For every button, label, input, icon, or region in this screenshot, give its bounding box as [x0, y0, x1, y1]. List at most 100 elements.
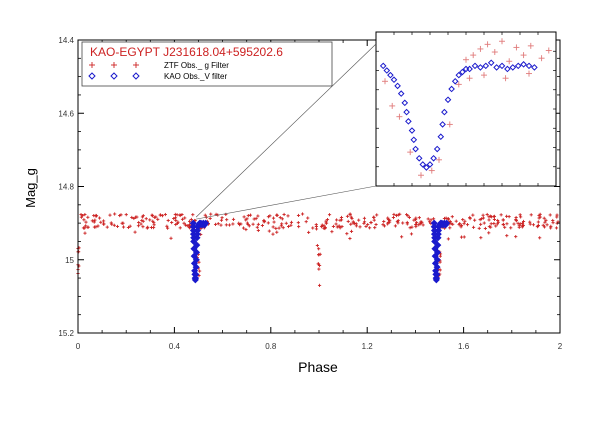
ztf-point: [358, 225, 362, 229]
ztf-eclipse-point: [198, 269, 202, 273]
inset-kao-point: [451, 77, 459, 85]
kao-point: [193, 241, 201, 249]
ztf-point: [340, 224, 344, 229]
ztf-point: [489, 225, 493, 229]
ztf-point: [83, 231, 87, 235]
ztf-point: [327, 213, 332, 217]
ztf-point: [463, 219, 467, 223]
ztf-point: [531, 223, 536, 227]
y-tick-label: 14.8: [58, 183, 74, 192]
ztf-point: [271, 225, 275, 229]
ztf-point: [407, 215, 411, 220]
ztf-point: [542, 216, 546, 220]
kao-point: [433, 263, 441, 271]
ztf-point: [478, 218, 482, 222]
ztf-point: [92, 220, 96, 224]
ztf-point: [255, 225, 259, 229]
ztf-point: [481, 213, 485, 217]
ztf-point: [448, 226, 452, 230]
ztf-point: [362, 221, 366, 225]
ztf-point: [268, 214, 272, 218]
ztf-point: [180, 217, 185, 221]
inset-kao-point: [419, 161, 427, 168]
ztf-point: [96, 224, 100, 228]
y-tick-label: 14.4: [58, 36, 74, 45]
x-tick-label: 2: [558, 342, 563, 351]
legend-marker-plus: [111, 62, 117, 68]
ztf-point: [83, 226, 87, 230]
ztf-point: [412, 218, 416, 222]
ztf-point: [482, 221, 486, 225]
ztf-point: [479, 222, 483, 226]
ztf-point: [345, 232, 349, 236]
kao-point: [434, 248, 442, 256]
ztf-point: [536, 220, 540, 224]
ztf-point: [554, 226, 559, 230]
ztf-point: [507, 215, 511, 219]
inset-kao-point: [448, 85, 455, 93]
ztf-point: [97, 216, 102, 220]
ztf-point: [120, 221, 124, 225]
inset-kao-point: [498, 62, 506, 70]
inset-ztf-point: [527, 42, 534, 49]
ztf-point: [178, 213, 182, 218]
ztf-point: [86, 225, 90, 229]
ztf-point: [216, 222, 220, 226]
ztf-point: [366, 222, 370, 227]
ztf-point: [518, 213, 522, 217]
y-tick-label: 15: [65, 256, 74, 265]
inset-kao-point: [401, 99, 409, 107]
ztf-point: [535, 225, 539, 229]
kao-point: [434, 234, 442, 242]
ztf-point: [371, 215, 376, 219]
ztf-point: [182, 221, 186, 225]
ztf-point: [227, 223, 232, 227]
inset-kao-point: [437, 133, 445, 141]
ztf-point: [272, 220, 276, 224]
ztf-point: [145, 226, 149, 230]
ztf-point: [521, 219, 526, 224]
ztf-point: [213, 222, 218, 227]
ztf-point: [492, 215, 496, 219]
inset-ztf-point: [526, 70, 532, 77]
ztf-point: [473, 218, 477, 222]
ztf-point: [208, 216, 212, 221]
ztf-point: [417, 223, 421, 227]
inset-kao-point: [394, 82, 401, 90]
ztf-point: [185, 224, 189, 228]
zoom-connector-line: [196, 185, 377, 220]
kao-point: [434, 241, 442, 249]
legend-marker-diamond: [132, 72, 140, 80]
ztf-point: [505, 234, 509, 238]
ztf-point: [529, 213, 533, 217]
ztf-point: [139, 222, 143, 226]
inset-kao-point: [466, 65, 473, 73]
ztf-point: [93, 218, 97, 222]
ztf-point: [156, 217, 160, 221]
ztf-point: [518, 222, 522, 226]
ztf-point: [414, 216, 418, 220]
ztf-point: [471, 213, 475, 217]
ztf-eclipse-point: [317, 267, 321, 271]
ztf-point: [357, 218, 361, 222]
ztf-point: [231, 217, 236, 221]
ztf-point: [375, 213, 379, 217]
inset-ztf-point: [513, 44, 520, 51]
y-tick-label: 14.6: [58, 109, 74, 118]
inset-ztf-point: [545, 47, 552, 54]
inset-kao-point: [444, 96, 452, 104]
ztf-point: [496, 220, 500, 224]
ztf-point: [374, 222, 378, 227]
ztf-point: [335, 218, 339, 222]
inset-kao-point: [441, 108, 448, 116]
inset-kao-point: [520, 61, 527, 68]
ztf-point: [241, 226, 246, 230]
y-tick-label: 15.2: [58, 329, 74, 338]
ztf-point: [199, 226, 203, 231]
ztf-point: [172, 216, 176, 221]
inset-ztf-point: [446, 121, 453, 128]
ztf-point: [134, 215, 138, 219]
kao-point: [202, 219, 210, 227]
ztf-point: [401, 221, 405, 225]
